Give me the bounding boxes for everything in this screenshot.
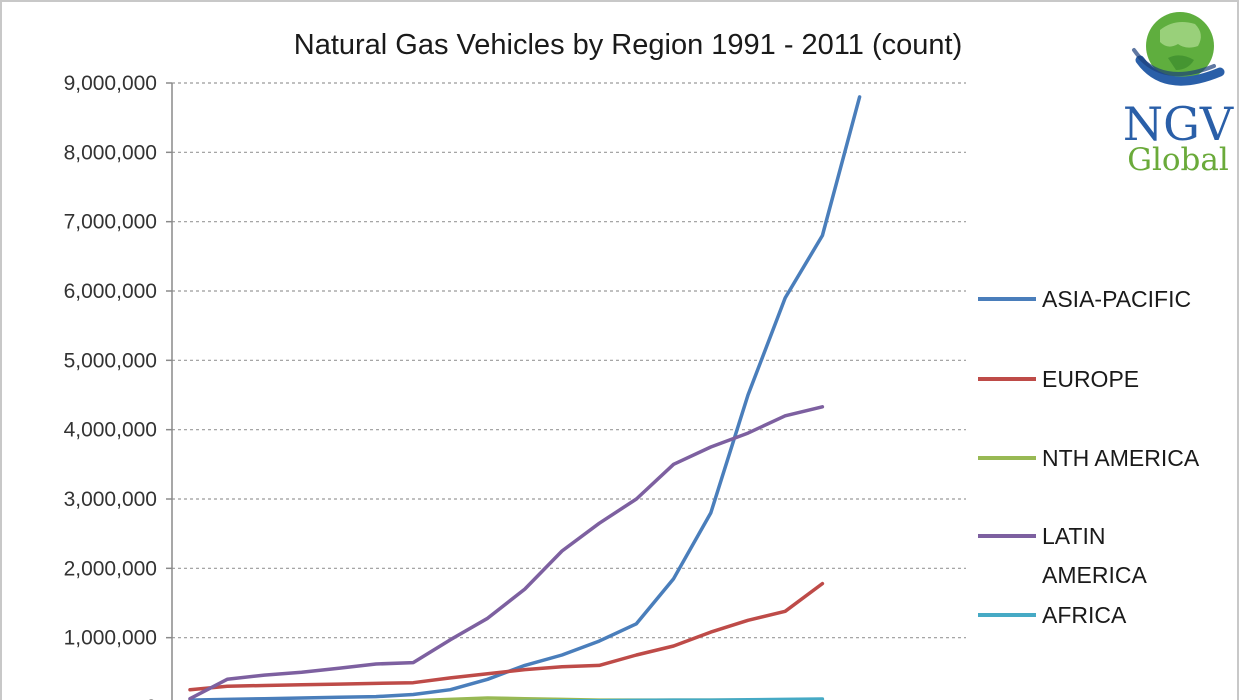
y-tick-label: 3,000,000 xyxy=(64,488,157,511)
series-line-europe xyxy=(188,581,825,692)
y-tick-label: 0 xyxy=(145,696,157,700)
logo-text-sub: Global xyxy=(1127,142,1229,178)
legend-label-latin-america-line2: AMERICA xyxy=(1042,562,1147,588)
y-tick-label: 8,000,000 xyxy=(64,141,157,164)
y-tick-label: 5,000,000 xyxy=(64,349,157,372)
y-tick-label: 1,000,000 xyxy=(64,627,157,650)
y-tick-label: 2,000,000 xyxy=(64,557,157,580)
y-tick-label: 6,000,000 xyxy=(64,280,157,303)
legend-label-europe: EUROPE xyxy=(1042,366,1139,392)
logo-text-main: NGV xyxy=(1123,97,1234,151)
series-line-asia-pacific xyxy=(188,95,862,700)
chart-title: Natural Gas Vehicles by Region 1991 - 20… xyxy=(294,29,962,61)
legend-label-latin-america-line1: LATIN xyxy=(1042,523,1105,549)
gridlines xyxy=(172,82,966,639)
y-tick-label: 4,000,000 xyxy=(64,419,157,442)
y-tick-label: 9,000,000 xyxy=(64,72,157,95)
ngv-global-logo: NGV Global xyxy=(1123,12,1234,178)
series-line-latin-america xyxy=(188,405,825,700)
legend-label-africa: AFRICA xyxy=(1042,602,1127,628)
series-line-nth-america xyxy=(360,696,825,700)
y-tick-label: 7,000,000 xyxy=(64,211,157,234)
y-tick-labels: 0 1,000,000 2,000,000 3,000,000 4,000,000 5,0… xyxy=(64,72,157,700)
series-lines xyxy=(188,95,862,700)
axes xyxy=(166,82,173,700)
legend-label-asia-pacific: ASIA-PACIFIC xyxy=(1042,286,1191,312)
legend-label-nth-america: NTH AMERICA xyxy=(1042,445,1200,471)
globe-icon xyxy=(1132,12,1225,86)
legend: ASIA-PACIFIC EUROPE NTH AMERICA LATIN AM… xyxy=(978,286,1200,628)
